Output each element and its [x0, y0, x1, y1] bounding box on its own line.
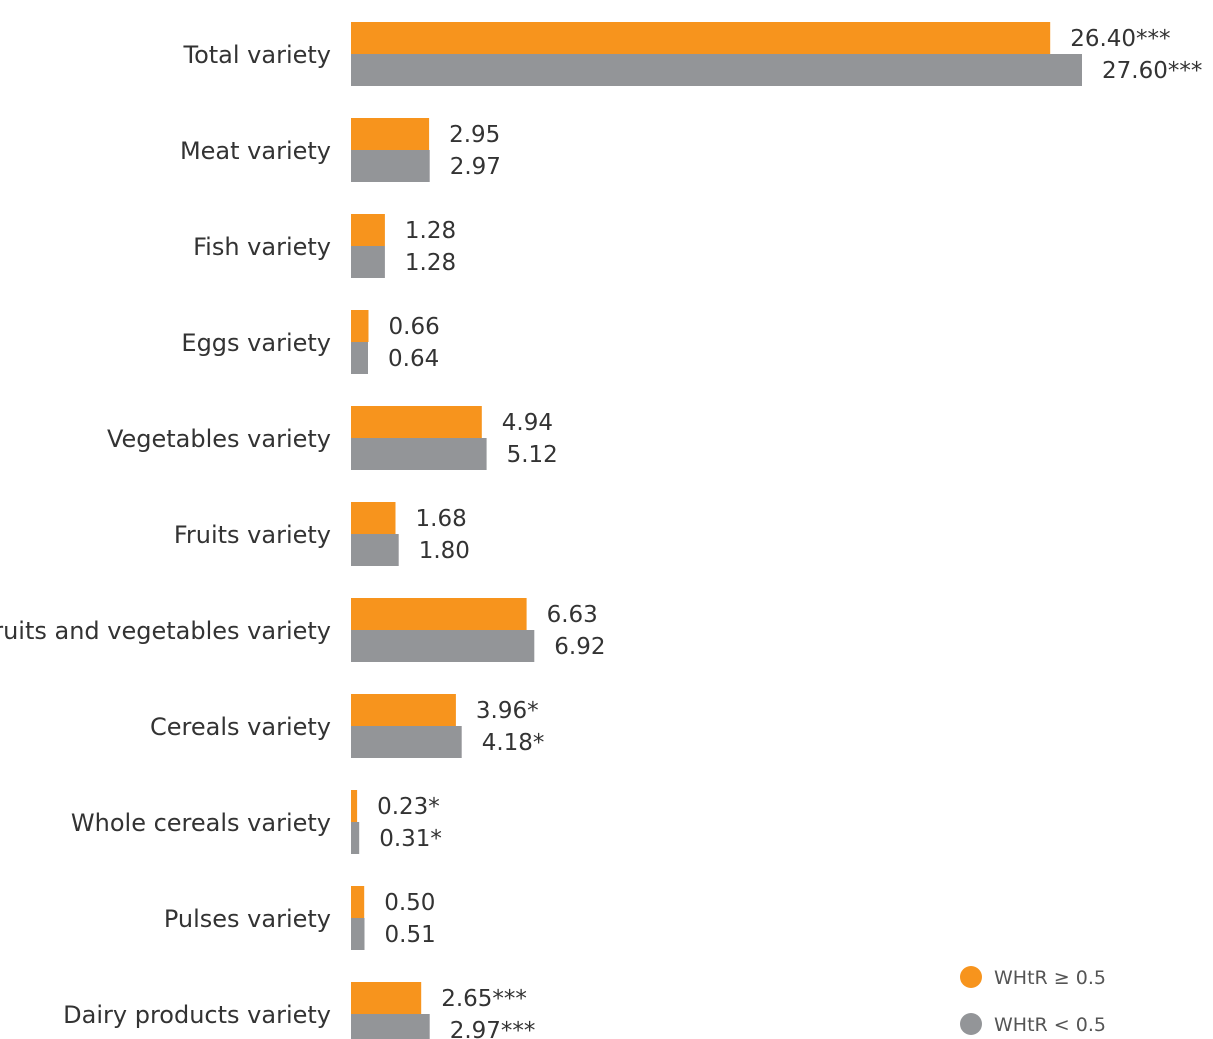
- value-label-pulses-variety-series-0: 0.50: [384, 890, 435, 916]
- bar-eggs-variety-series-0: [351, 310, 369, 342]
- value-label-whole-cereals-variety-series-1: 0.31*: [379, 826, 442, 852]
- value-label-fruits-variety-series-0: 1.68: [416, 506, 467, 532]
- value-label-cereals-variety-series-1: 4.18*: [482, 730, 545, 756]
- value-label-pulses-variety-series-1: 0.51: [385, 922, 436, 948]
- bar-fruits-and-vegetables-variety-series-0: [351, 598, 527, 630]
- bar-total-variety-series-0: [351, 22, 1051, 54]
- bar-fruits-and-vegetables-variety-series-1: [351, 630, 535, 662]
- value-label-total-variety-series-1: 27.60***: [1102, 58, 1202, 84]
- category-label-pulses-variety: Pulses variety: [164, 905, 331, 933]
- bar-dairy-products-variety-series-1: [351, 1014, 430, 1039]
- bar-meat-variety-series-1: [351, 150, 430, 182]
- value-label-fruits-variety-series-1: 1.80: [419, 538, 470, 564]
- bar-whole-cereals-variety-series-0: [351, 790, 358, 822]
- bars-layer: Total variety 26.40*** 27.60*** Meat variet…: [0, 22, 1202, 1039]
- legend: WHtR ≥ 0.5 WHtR < 0.5: [960, 966, 1106, 1036]
- bar-whole-cereals-variety-series-1: [351, 822, 360, 854]
- category-label-dairy-products-variety: Dairy products variety: [63, 1001, 331, 1029]
- bar-fish-variety-series-0: [351, 214, 385, 246]
- category-label-fish-variety: Fish variety: [193, 233, 331, 261]
- category-label-fruits-and-vegetables-variety: Fruits and vegetables variety: [0, 617, 331, 645]
- category-label-meat-variety: Meat variety: [180, 137, 331, 165]
- value-label-whole-cereals-variety-series-0: 0.23*: [377, 794, 440, 820]
- value-label-eggs-variety-series-0: 0.66: [389, 314, 440, 340]
- bar-fruits-variety-series-0: [351, 502, 396, 534]
- legend-swatch-whtr-high: [960, 966, 982, 988]
- value-label-fruits-and-vegetables-variety-series-0: 6.63: [547, 602, 598, 628]
- value-label-fish-variety-series-0: 1.28: [405, 218, 456, 244]
- category-label-cereals-variety: Cereals variety: [150, 713, 331, 741]
- value-label-cereals-variety-series-0: 3.96*: [476, 698, 539, 724]
- value-label-dairy-products-variety-series-1: 2.97***: [450, 1018, 536, 1039]
- bar-vegetables-variety-series-0: [351, 406, 482, 438]
- value-label-dairy-products-variety-series-0: 2.65***: [441, 986, 527, 1012]
- category-label-eggs-variety: Eggs variety: [181, 329, 331, 357]
- category-label-fruits-variety: Fruits variety: [174, 521, 331, 549]
- bar-fruits-variety-series-1: [351, 534, 399, 566]
- bar-vegetables-variety-series-1: [351, 438, 487, 470]
- bar-cereals-variety-series-1: [351, 726, 462, 758]
- bar-total-variety-series-1: [351, 54, 1082, 86]
- value-label-total-variety-series-0: 26.40***: [1070, 26, 1170, 52]
- category-label-whole-cereals-variety: Whole cereals variety: [71, 809, 331, 837]
- bar-pulses-variety-series-0: [351, 886, 365, 918]
- value-label-eggs-variety-series-1: 0.64: [388, 346, 439, 372]
- value-label-vegetables-variety-series-0: 4.94: [502, 410, 553, 436]
- legend-label-whtr-low: WHtR < 0.5: [994, 1014, 1106, 1036]
- bar-fish-variety-series-1: [351, 246, 385, 278]
- legend-label-whtr-high: WHtR ≥ 0.5: [994, 967, 1106, 989]
- value-label-fish-variety-series-1: 1.28: [405, 250, 456, 276]
- category-label-vegetables-variety: Vegetables variety: [107, 425, 331, 453]
- value-label-meat-variety-series-0: 2.95: [449, 122, 500, 148]
- value-label-fruits-and-vegetables-variety-series-1: 6.92: [554, 634, 605, 660]
- bar-meat-variety-series-0: [351, 118, 430, 150]
- bar-pulses-variety-series-1: [351, 918, 365, 950]
- value-label-meat-variety-series-1: 2.97: [450, 154, 501, 180]
- category-label-total-variety: Total variety: [182, 41, 331, 69]
- value-label-vegetables-variety-series-1: 5.12: [507, 442, 558, 468]
- bar-dairy-products-variety-series-0: [351, 982, 422, 1014]
- bar-eggs-variety-series-1: [351, 342, 368, 374]
- bar-cereals-variety-series-0: [351, 694, 456, 726]
- legend-swatch-whtr-low: [960, 1013, 982, 1035]
